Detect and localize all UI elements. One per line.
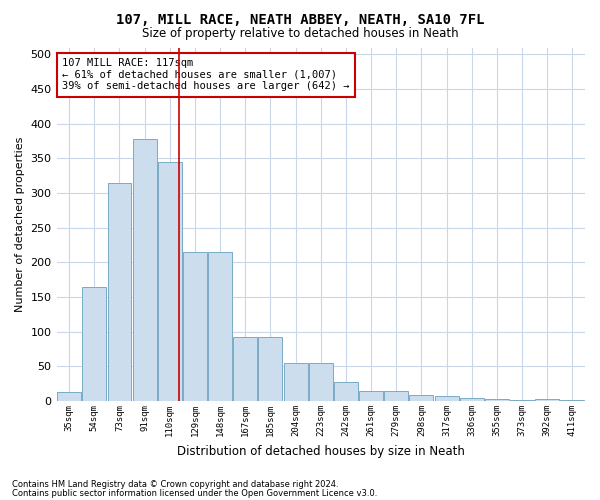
Bar	[82, 286, 106, 401]
Bar	[535, 399, 559, 401]
Bar	[334, 382, 358, 401]
Bar	[57, 392, 81, 401]
Text: Size of property relative to detached houses in Neath: Size of property relative to detached ho…	[142, 28, 458, 40]
Bar	[485, 399, 509, 401]
Bar	[208, 252, 232, 401]
Text: 107, MILL RACE, NEATH ABBEY, NEATH, SA10 7FL: 107, MILL RACE, NEATH ABBEY, NEATH, SA10…	[116, 12, 484, 26]
Bar	[359, 392, 383, 401]
Bar	[409, 395, 433, 401]
Bar	[284, 363, 308, 401]
Bar	[107, 182, 131, 401]
Bar	[183, 252, 207, 401]
Bar	[510, 400, 534, 401]
Bar	[460, 398, 484, 401]
Bar	[158, 162, 182, 401]
Bar	[385, 392, 408, 401]
Bar	[133, 139, 157, 401]
Bar	[309, 363, 333, 401]
X-axis label: Distribution of detached houses by size in Neath: Distribution of detached houses by size …	[177, 444, 465, 458]
Text: Contains public sector information licensed under the Open Government Licence v3: Contains public sector information licen…	[12, 488, 377, 498]
Text: 107 MILL RACE: 117sqm
← 61% of detached houses are smaller (1,007)
39% of semi-d: 107 MILL RACE: 117sqm ← 61% of detached …	[62, 58, 349, 92]
Text: Contains HM Land Registry data © Crown copyright and database right 2024.: Contains HM Land Registry data © Crown c…	[12, 480, 338, 489]
Bar	[560, 400, 584, 401]
Bar	[233, 336, 257, 401]
Bar	[259, 336, 283, 401]
Y-axis label: Number of detached properties: Number of detached properties	[15, 136, 25, 312]
Bar	[434, 396, 458, 401]
